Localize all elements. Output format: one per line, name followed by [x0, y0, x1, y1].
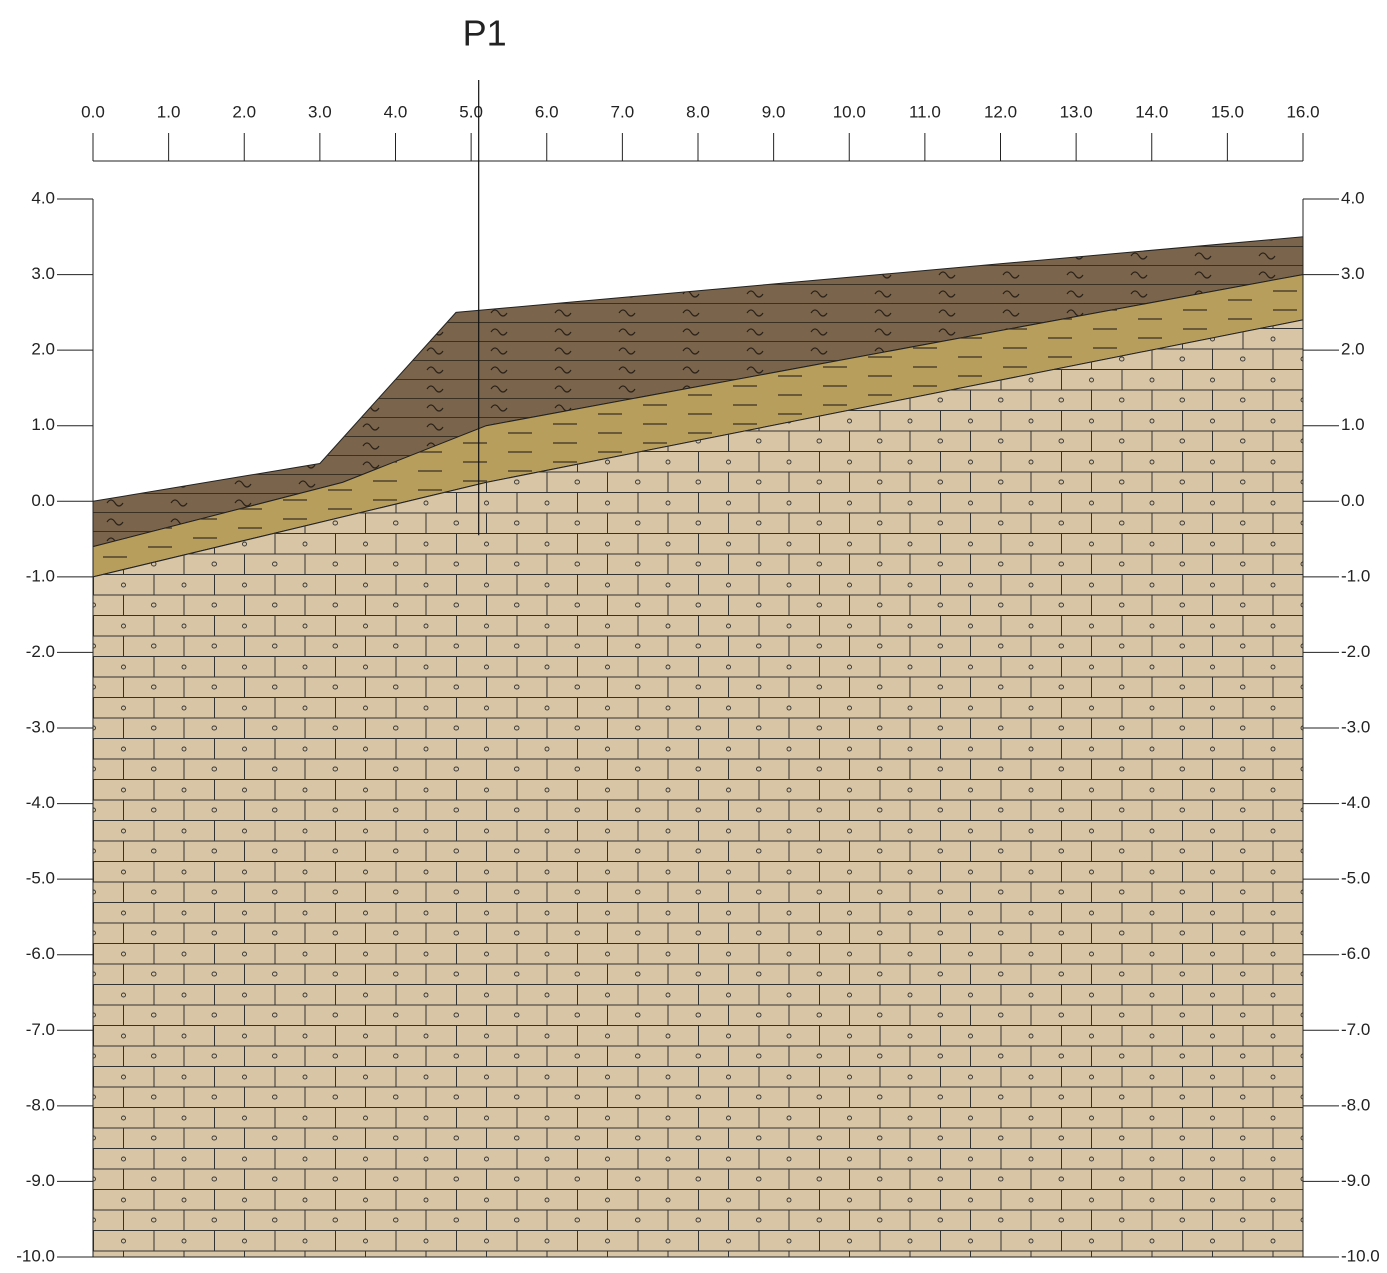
y-tick-label: 4.0 — [1341, 188, 1365, 207]
x-tick-label: 8.0 — [686, 102, 710, 121]
y-tick-label: 2.0 — [1341, 340, 1365, 359]
y-tick-label: -7.0 — [1341, 1020, 1370, 1039]
y-tick-label: -1.0 — [1341, 566, 1370, 585]
chart: 0.0 1.0 2.0 3.0 4.0 5.0 6.0 7.0 8.0 9.0 10.0 11.0 12… — [0, 0, 1387, 1268]
y-tick-label: -2.0 — [1341, 642, 1370, 661]
y-tick-label: -1.0 — [26, 566, 55, 585]
borehole-label: P1 — [463, 13, 507, 54]
y-tick-label: -9.0 — [26, 1171, 55, 1190]
y-tick-label: 4.0 — [31, 188, 55, 207]
x-tick-label: 1.0 — [157, 102, 181, 121]
y-tick-label: -8.0 — [26, 1095, 55, 1114]
y-tick-label: -5.0 — [26, 869, 55, 888]
layers — [93, 237, 1303, 1257]
x-tick-label: 15.0 — [1211, 102, 1244, 121]
y-tick-label: -9.0 — [1341, 1171, 1370, 1190]
y-tick-label: -6.0 — [1341, 944, 1370, 963]
y-tick-label: -3.0 — [26, 717, 55, 736]
y-tick-label: -3.0 — [1341, 717, 1370, 736]
y-tick-label: -6.0 — [26, 944, 55, 963]
x-tick-label: 7.0 — [611, 102, 635, 121]
y-tick-label: 3.0 — [1341, 264, 1365, 283]
x-tick-label: 0.0 — [81, 102, 105, 121]
x-tick-label: 5.0 — [459, 102, 483, 121]
x-tick-label: 12.0 — [984, 102, 1017, 121]
y-tick-label: -5.0 — [1341, 869, 1370, 888]
x-tick-label: 6.0 — [535, 102, 559, 121]
y-tick-label: -10.0 — [16, 1246, 55, 1265]
x-tick-label: 14.0 — [1135, 102, 1168, 121]
y-tick-label: -4.0 — [1341, 793, 1370, 812]
x-tick-label: 9.0 — [762, 102, 786, 121]
y-tick-label: 2.0 — [31, 340, 55, 359]
x-tick-label: 13.0 — [1060, 102, 1093, 121]
y-tick-label: 3.0 — [31, 264, 55, 283]
y-tick-label: -4.0 — [26, 793, 55, 812]
x-tick-label: 4.0 — [384, 102, 408, 121]
y-tick-label: 1.0 — [1341, 415, 1365, 434]
y-tick-label: -10.0 — [1341, 1246, 1380, 1265]
x-tick-label: 3.0 — [308, 102, 332, 121]
y-tick-label: -7.0 — [26, 1020, 55, 1039]
y-tick-label: 0.0 — [1341, 491, 1365, 510]
x-tick-label: 11.0 — [909, 102, 941, 121]
x-tick-label: 10.0 — [833, 102, 866, 121]
y-tick-label: -8.0 — [1341, 1095, 1370, 1114]
layer-hatch — [93, 320, 1303, 1257]
y-tick-label: 1.0 — [31, 415, 55, 434]
y-tick-label: 0.0 — [31, 491, 55, 510]
x-tick-label: 2.0 — [232, 102, 256, 121]
x-tick-label: 16.0 — [1286, 102, 1319, 121]
y-tick-label: -2.0 — [26, 642, 55, 661]
